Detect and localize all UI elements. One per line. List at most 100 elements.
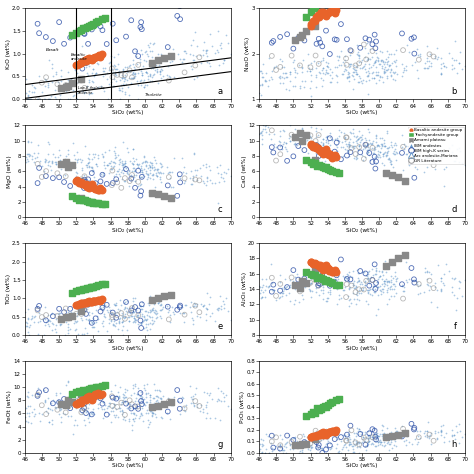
Point xyxy=(393,274,401,282)
Point xyxy=(98,295,106,303)
Point xyxy=(342,440,349,447)
Point xyxy=(364,146,371,154)
Point xyxy=(372,138,380,146)
Point xyxy=(122,33,130,40)
Point xyxy=(352,288,359,296)
Point xyxy=(115,171,122,178)
Point xyxy=(171,73,178,80)
Point xyxy=(167,194,174,202)
Point xyxy=(118,398,126,405)
Point xyxy=(263,77,270,84)
Point xyxy=(27,96,35,103)
Point xyxy=(164,72,171,79)
Point xyxy=(369,292,376,299)
Point xyxy=(358,286,365,294)
Point xyxy=(392,148,399,155)
Point xyxy=(344,142,351,149)
Point xyxy=(326,439,334,447)
Point xyxy=(373,133,380,140)
Point xyxy=(331,428,338,436)
Point xyxy=(267,439,275,447)
Point xyxy=(268,127,276,134)
Point xyxy=(361,430,369,438)
Point xyxy=(80,180,88,187)
Point xyxy=(200,405,207,413)
Point xyxy=(322,449,330,456)
Point xyxy=(149,64,156,72)
Point xyxy=(296,287,303,295)
Point xyxy=(79,65,86,73)
Point xyxy=(349,267,356,274)
Point xyxy=(347,440,355,447)
Point xyxy=(346,136,354,143)
Point xyxy=(378,430,385,438)
Point xyxy=(216,61,223,69)
Point xyxy=(354,289,361,296)
Point xyxy=(129,145,137,153)
Point xyxy=(34,160,41,168)
Text: g: g xyxy=(217,440,222,449)
Point xyxy=(120,305,128,313)
Point xyxy=(323,435,331,443)
Point xyxy=(323,439,331,447)
Point xyxy=(168,168,175,175)
Point xyxy=(270,140,277,148)
Point xyxy=(81,387,89,394)
Point xyxy=(346,275,354,283)
Point xyxy=(98,15,106,23)
Point xyxy=(448,54,456,62)
Point xyxy=(400,68,407,75)
Point xyxy=(97,178,104,185)
Point xyxy=(143,47,150,55)
Point xyxy=(371,145,379,152)
Point xyxy=(259,61,266,68)
Point xyxy=(116,70,123,77)
X-axis label: SiO₂ (wt%): SiO₂ (wt%) xyxy=(346,228,378,233)
Point xyxy=(324,137,331,145)
Point xyxy=(283,438,291,446)
Point xyxy=(140,313,148,321)
Point xyxy=(129,74,137,82)
Point xyxy=(316,70,324,77)
Point xyxy=(142,320,150,328)
Point xyxy=(176,179,184,186)
Point xyxy=(88,69,96,77)
Point xyxy=(316,431,324,439)
Point xyxy=(126,317,133,324)
Point xyxy=(301,438,308,446)
Point xyxy=(137,309,144,316)
Point xyxy=(145,173,152,181)
Point xyxy=(111,301,119,309)
Point xyxy=(75,27,82,34)
Point xyxy=(295,132,303,140)
Point xyxy=(308,140,315,147)
Point xyxy=(366,139,374,147)
Point xyxy=(370,282,378,290)
Point xyxy=(401,66,408,73)
Point xyxy=(107,316,115,323)
Point xyxy=(110,411,118,419)
Point xyxy=(364,270,371,278)
Point xyxy=(356,138,364,146)
Point xyxy=(265,282,273,290)
Point xyxy=(255,447,263,455)
Point xyxy=(333,36,340,44)
Point xyxy=(307,59,315,66)
Point xyxy=(85,164,93,171)
Point xyxy=(42,397,49,405)
Point xyxy=(385,155,392,163)
Point xyxy=(317,0,325,7)
Point xyxy=(111,310,119,317)
Point xyxy=(131,177,138,184)
Point xyxy=(388,276,395,283)
Point xyxy=(356,425,363,432)
Point xyxy=(310,432,317,439)
Point xyxy=(106,81,113,88)
Point xyxy=(124,168,131,175)
Point xyxy=(308,20,315,27)
Point xyxy=(144,75,152,83)
Point xyxy=(310,18,317,25)
Point xyxy=(306,287,314,295)
Point xyxy=(130,314,137,322)
Point xyxy=(333,147,341,155)
